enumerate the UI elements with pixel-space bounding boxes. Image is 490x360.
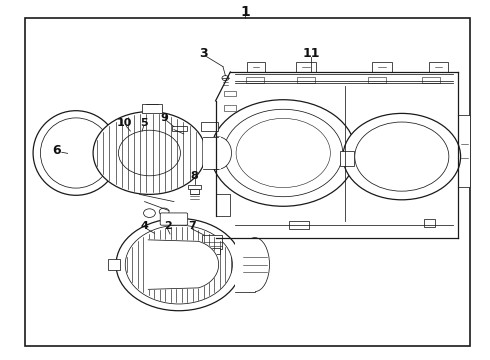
Text: 9: 9 [160, 113, 168, 123]
Circle shape [224, 109, 343, 197]
Bar [422, 77, 440, 83]
Bar [340, 151, 354, 166]
Bar [224, 91, 236, 96]
Text: 11: 11 [302, 47, 320, 60]
Circle shape [119, 130, 180, 176]
Text: 6: 6 [52, 144, 61, 157]
Ellipse shape [33, 111, 119, 195]
Text: 2: 2 [164, 221, 171, 231]
Text: 4: 4 [141, 221, 148, 231]
Circle shape [93, 112, 206, 194]
Circle shape [159, 208, 169, 215]
Bar [297, 77, 315, 83]
Bar [372, 62, 392, 72]
Text: 10: 10 [116, 118, 132, 128]
Bar [368, 77, 386, 83]
Bar [247, 62, 265, 72]
Circle shape [222, 76, 229, 81]
Bar [205, 248, 220, 254]
Text: 7: 7 [188, 221, 196, 231]
Circle shape [211, 100, 356, 206]
Bar [216, 194, 230, 216]
Bar [424, 219, 435, 227]
Bar [458, 115, 470, 187]
Bar [188, 185, 201, 189]
Bar [108, 259, 120, 270]
Bar [201, 122, 218, 131]
Polygon shape [148, 240, 219, 289]
Circle shape [236, 118, 330, 188]
Bar [224, 105, 236, 111]
Text: 3: 3 [199, 47, 208, 60]
Circle shape [343, 113, 461, 200]
Bar [142, 104, 162, 113]
Bar [235, 238, 255, 292]
Bar [289, 221, 309, 229]
Text: 5: 5 [140, 118, 147, 128]
Ellipse shape [40, 118, 111, 188]
Ellipse shape [125, 225, 232, 304]
Bar [429, 62, 448, 72]
Bar [190, 189, 199, 194]
Circle shape [144, 209, 155, 217]
Text: 1: 1 [240, 5, 250, 19]
FancyBboxPatch shape [160, 213, 188, 225]
Bar [202, 235, 222, 249]
Bar [246, 77, 264, 83]
Ellipse shape [116, 219, 242, 311]
Text: 8: 8 [191, 171, 198, 181]
Ellipse shape [240, 238, 270, 292]
Ellipse shape [205, 137, 232, 169]
Bar [296, 62, 316, 72]
Circle shape [355, 122, 449, 191]
Bar [203, 137, 220, 169]
Bar [172, 126, 187, 131]
